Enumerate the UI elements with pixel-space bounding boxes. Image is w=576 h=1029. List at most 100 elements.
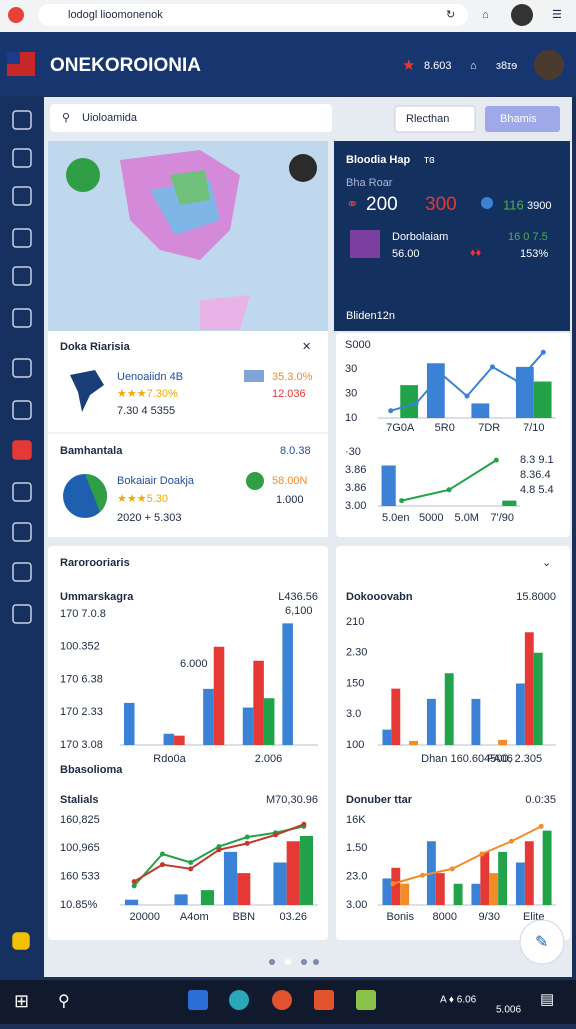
line	[390, 351, 545, 412]
task-app[interactable]	[314, 990, 334, 1010]
x-tick-label: BBN	[232, 911, 255, 923]
y-tick-label: 3.86	[345, 464, 366, 476]
nav-icon[interactable]	[12, 440, 32, 460]
section-value: 8.0.38	[280, 445, 311, 457]
button-label: Rlecthan	[406, 113, 449, 125]
url-bar[interactable]	[38, 4, 468, 26]
bar	[453, 883, 463, 905]
x-tick-label: 5R0	[435, 422, 455, 434]
task-app[interactable]	[229, 990, 249, 1010]
page-dot[interactable]	[269, 959, 275, 965]
bar	[174, 735, 185, 745]
nav-icon[interactable]	[12, 358, 32, 378]
bar	[502, 500, 517, 506]
bar	[381, 465, 396, 506]
map-button[interactable]	[289, 154, 317, 182]
nav-icon[interactable]	[12, 266, 32, 286]
summary-subtitle: Bha Roar	[346, 177, 393, 189]
nav-icon[interactable]	[12, 604, 32, 624]
button[interactable]	[394, 105, 476, 133]
row-right: 16 0 7.5	[508, 231, 548, 243]
item-name: Bokaiair Doakja	[117, 475, 195, 487]
button-label: Bhamis	[500, 113, 537, 125]
home[interactable]: ⌂	[482, 9, 489, 21]
item-badge	[246, 472, 264, 490]
notifications[interactable]: ▤	[540, 991, 554, 1008]
bar	[498, 851, 508, 905]
nav-icon[interactable]	[12, 932, 30, 950]
page-dot[interactable]	[313, 959, 319, 965]
summary-value: 3900	[527, 200, 551, 212]
row-value: 56.00	[392, 248, 420, 260]
summary-value: 116	[503, 197, 524, 212]
menu[interactable]: ☰	[552, 9, 562, 21]
y-tick-label: 100	[346, 739, 364, 751]
bar	[533, 652, 543, 745]
star: ★	[402, 57, 415, 74]
bar	[471, 403, 490, 418]
summary-value: 300	[425, 194, 457, 215]
bar	[426, 698, 436, 745]
y-tick-label: 3.00	[346, 899, 367, 911]
nav-icon[interactable]	[12, 522, 32, 542]
nav-icon[interactable]	[12, 148, 32, 168]
avatar[interactable]	[534, 50, 564, 80]
y-tick-label: 3.0	[346, 708, 361, 720]
fab[interactable]	[519, 919, 565, 965]
task-app[interactable]	[188, 990, 208, 1010]
header-icon: ⌂	[470, 60, 477, 72]
y-tick-label: 150	[346, 677, 364, 689]
chart-note: 8.36.4	[520, 469, 551, 481]
x-tick-label: 5000	[419, 512, 443, 524]
header-stat: 8.603	[424, 60, 452, 72]
task-app[interactable]	[356, 990, 376, 1010]
search-box[interactable]	[50, 104, 332, 132]
start[interactable]: ⊞	[14, 991, 29, 1011]
y-tick-label: 160,825	[60, 814, 100, 826]
profile[interactable]	[511, 4, 533, 26]
x-tick-label: 2.006	[255, 753, 283, 765]
task-app[interactable]	[272, 990, 292, 1010]
y-tick-label: 170 7.0.8	[60, 608, 106, 620]
line	[133, 823, 305, 883]
url: lodogl lioomonenok	[68, 9, 163, 21]
bar	[200, 890, 215, 905]
bar	[471, 883, 481, 905]
y-tick-label: 2.30	[346, 647, 367, 659]
chart-note: 6,100	[285, 605, 313, 617]
x-tick-label: 9/30	[479, 911, 500, 923]
search[interactable]: ⚲	[58, 993, 70, 1010]
bar	[253, 660, 264, 745]
nav-icon[interactable]	[12, 400, 32, 420]
bar	[524, 632, 534, 745]
nav-icon[interactable]	[12, 308, 32, 328]
bar	[163, 733, 175, 745]
bar	[382, 878, 392, 905]
bar	[444, 673, 454, 745]
map-button[interactable]	[66, 158, 100, 192]
chart-note: 4.8 5.4	[520, 484, 554, 496]
icon: ♦♦	[470, 247, 482, 259]
tray-date: 5.006	[496, 1005, 521, 1016]
page-dot[interactable]	[285, 959, 291, 965]
y-tick-label: 16K	[346, 814, 366, 826]
y-tick-label: 3.00	[345, 500, 366, 512]
reload[interactable]: ↻	[446, 9, 455, 21]
line	[392, 825, 542, 885]
sidebar	[0, 96, 44, 980]
close[interactable]: ✕	[302, 341, 311, 353]
bar	[391, 688, 401, 745]
nav-icon[interactable]	[12, 186, 32, 206]
row-label: Dorbolaiam	[392, 231, 448, 243]
y-tick-label: 100,965	[60, 842, 100, 854]
bar	[524, 841, 534, 905]
button[interactable]	[485, 106, 560, 132]
y-tick-label: 160 533	[60, 871, 100, 883]
dropdown[interactable]: ⌄	[542, 557, 551, 569]
nav-icon[interactable]	[12, 110, 32, 130]
x-tick-label: 7/10	[523, 422, 544, 434]
nav-icon[interactable]	[12, 562, 32, 582]
page-dot[interactable]	[301, 959, 307, 965]
nav-icon[interactable]	[12, 228, 32, 248]
nav-icon[interactable]	[12, 482, 32, 502]
